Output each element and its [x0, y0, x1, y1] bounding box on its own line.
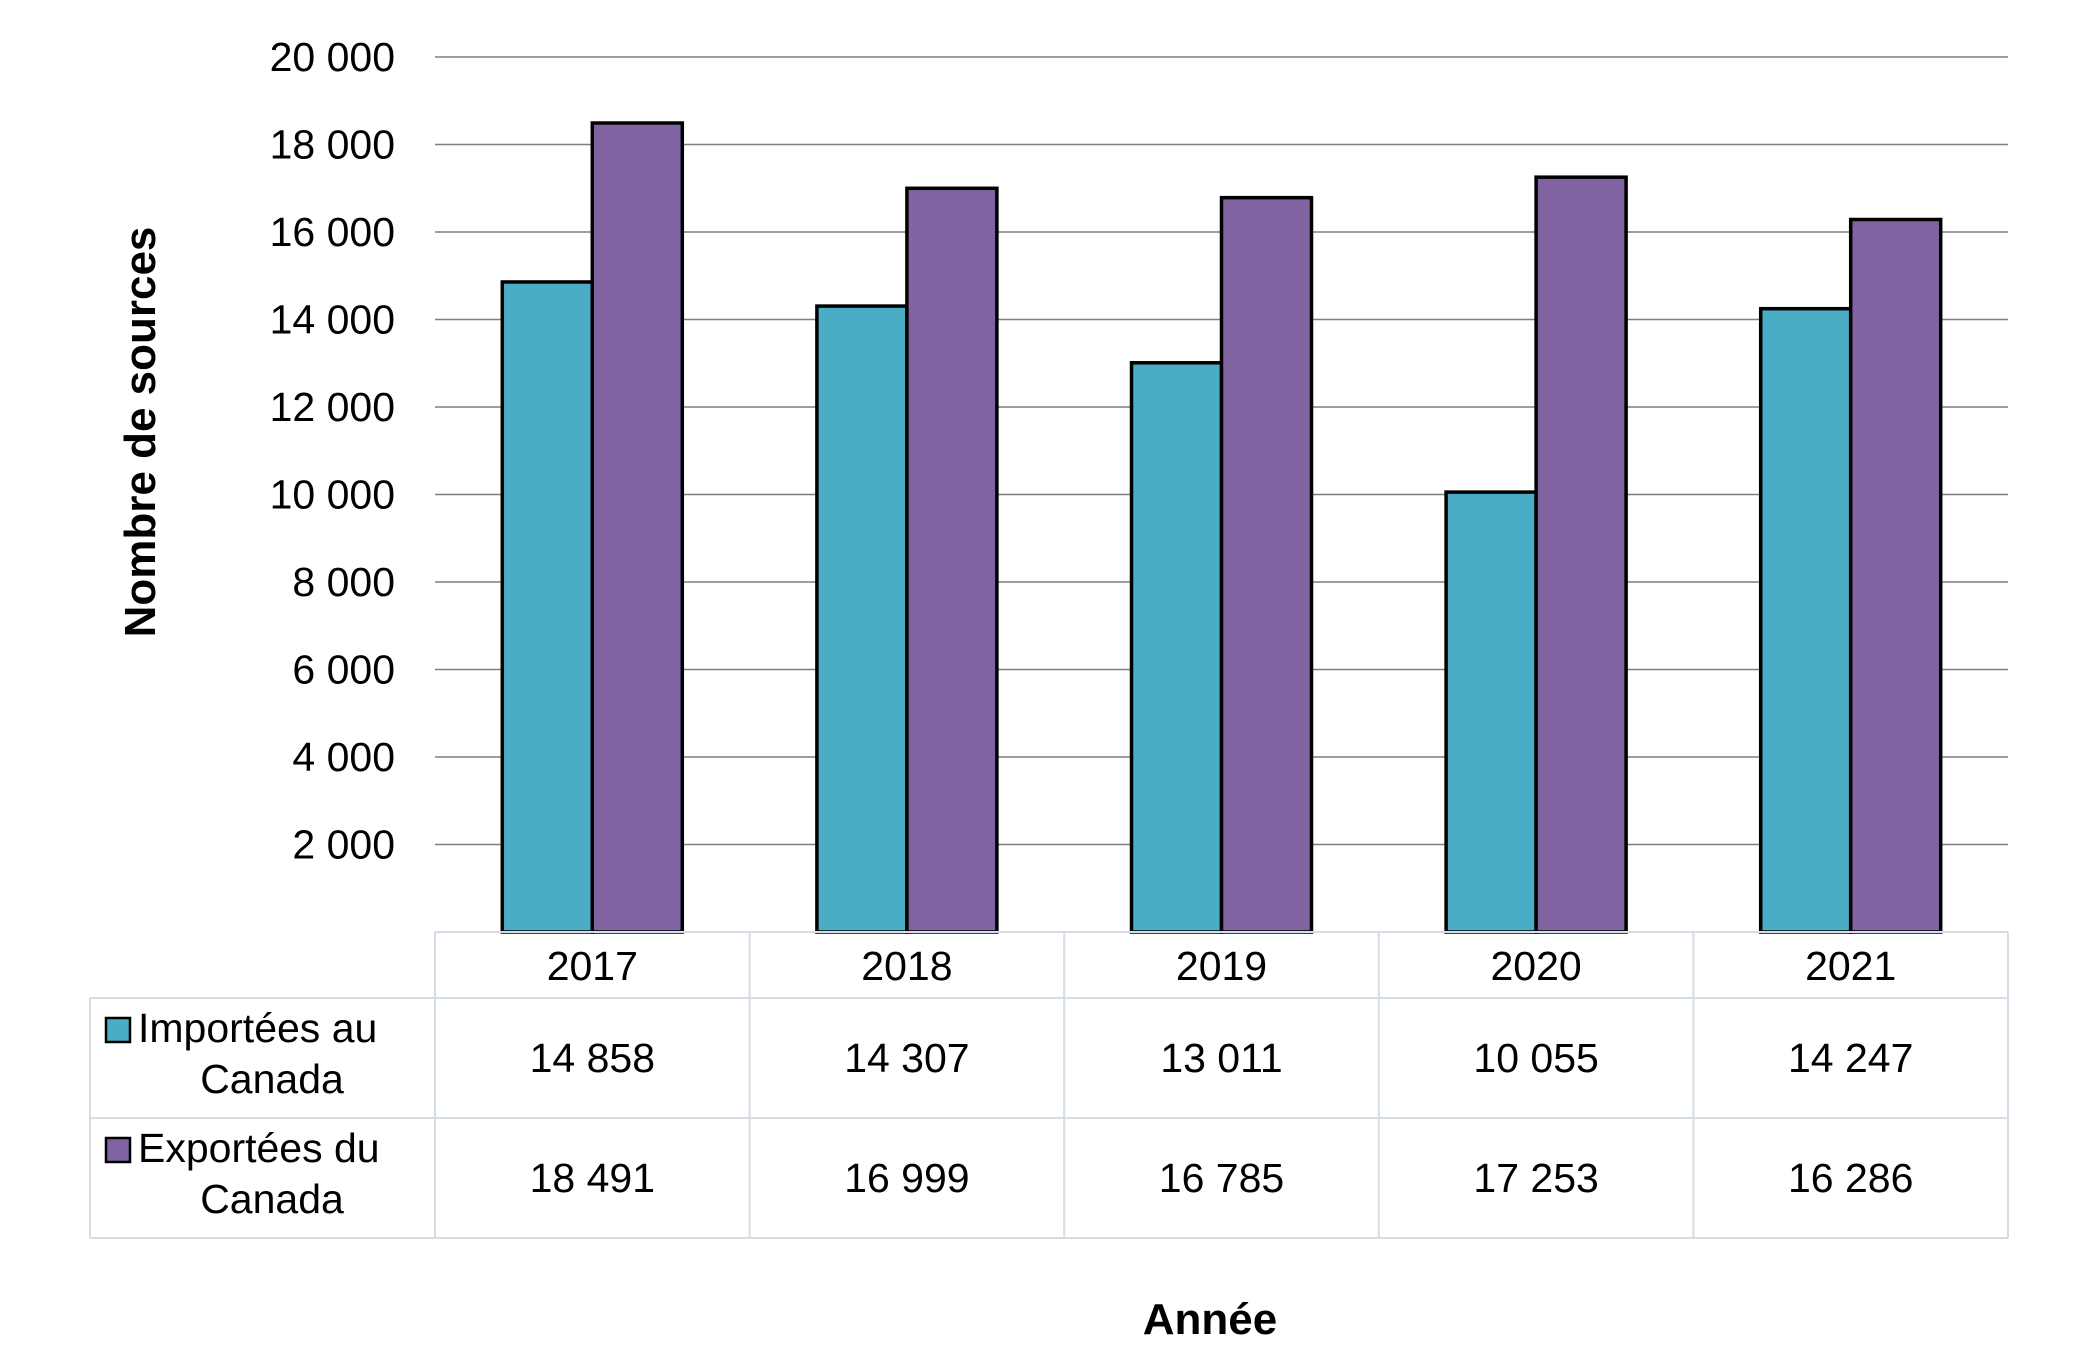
y-tick-label: 14 000 — [270, 297, 395, 343]
data-label: 18 491 — [530, 1155, 655, 1201]
category-label: 2020 — [1490, 943, 1581, 989]
category-label: 2018 — [861, 943, 952, 989]
category-label: 2019 — [1176, 943, 1267, 989]
data-label: 10 055 — [1473, 1035, 1598, 1081]
bar-imported-2018 — [815, 304, 909, 934]
series-label: Canada — [200, 1176, 344, 1222]
bars — [500, 121, 1943, 934]
y-tick-label: 12 000 — [270, 384, 395, 430]
bar-imported-2020 — [1444, 490, 1538, 934]
y-tick-label: 8 000 — [292, 559, 395, 605]
data-label: 14 858 — [530, 1035, 655, 1081]
y-tick-label: 18 000 — [270, 122, 395, 168]
category-label: 2017 — [547, 943, 638, 989]
data-label: 16 286 — [1788, 1155, 1913, 1201]
data-label: 14 307 — [844, 1035, 969, 1081]
data-label: 17 253 — [1473, 1155, 1598, 1201]
legend-key — [104, 1016, 132, 1044]
y-tick-label: 6 000 — [292, 647, 395, 693]
data-table: 2017 2018 2019 2020 2021 Importées au Canada 14… — [89, 931, 2009, 1239]
y-tick-label: 16 000 — [270, 209, 395, 255]
y-tick-label: 2 000 — [292, 822, 395, 868]
bar-exported-2019 — [1219, 195, 1314, 934]
data-label: 14 247 — [1788, 1035, 1913, 1081]
bar-exported-2017 — [590, 121, 685, 934]
y-axis-title: Nombre de sources — [116, 227, 165, 638]
y-tick-label: 20 000 — [270, 34, 395, 80]
series-label: Exportées du — [138, 1125, 380, 1171]
x-axis-title: Année — [1143, 1295, 1277, 1344]
bar-exported-2020 — [1534, 175, 1628, 934]
bar-exported-2021 — [1848, 217, 1943, 934]
legend-key — [104, 1136, 132, 1164]
bar-imported-2021 — [1758, 306, 1853, 934]
data-label: 16 785 — [1159, 1155, 1284, 1201]
bar-exported-2018 — [905, 186, 999, 934]
bar-imported-2019 — [1129, 361, 1224, 934]
data-label: 13 011 — [1160, 1035, 1282, 1081]
data-label: 16 999 — [844, 1155, 969, 1201]
category-label: 2021 — [1805, 943, 1896, 989]
y-tick-label: 4 000 — [292, 734, 395, 780]
y-axis-ticks: 2 000 4 000 6 000 8 000 10 000 12 000 14 000 16… — [270, 34, 395, 868]
series-label: Canada — [200, 1056, 344, 1102]
series-label: Importées au — [138, 1005, 377, 1051]
y-tick-label: 10 000 — [270, 472, 395, 518]
bar-imported-2017 — [500, 280, 595, 934]
